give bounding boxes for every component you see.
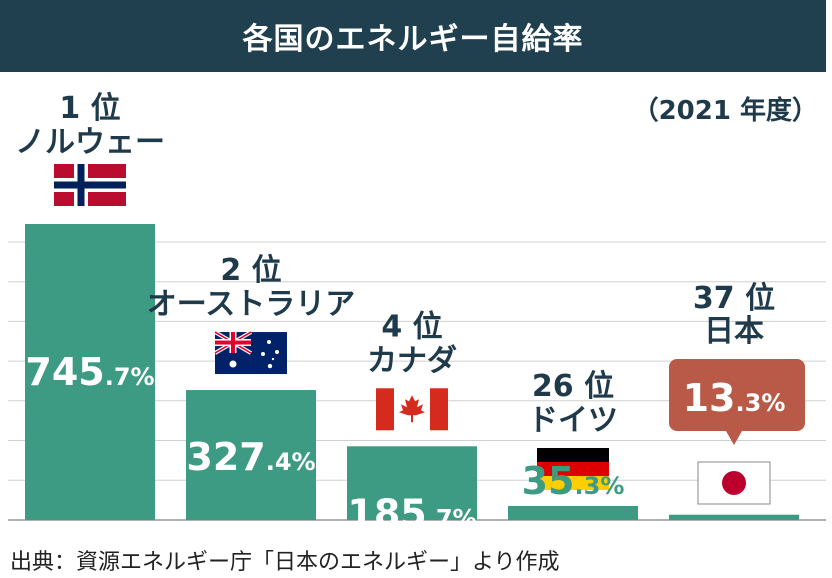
highlight-callout bbox=[669, 359, 805, 431]
year-note: （2021 年度） bbox=[632, 96, 818, 126]
rank-label: 26 位 bbox=[532, 369, 614, 404]
japan-flag bbox=[697, 461, 771, 505]
bar-1 bbox=[25, 224, 155, 520]
callout-pointer bbox=[726, 431, 742, 445]
rank-label: 1 位 bbox=[59, 91, 120, 126]
country-label: オーストラリア bbox=[147, 287, 356, 322]
rank-label: 2 位 bbox=[220, 253, 281, 288]
bar-4 bbox=[508, 505, 638, 520]
norway-flag bbox=[54, 164, 126, 206]
value-label: 185.7% bbox=[347, 491, 476, 535]
rank-label: 37 位 bbox=[693, 281, 775, 316]
canada-flag bbox=[376, 388, 448, 431]
value-label: 327.4% bbox=[186, 435, 315, 479]
country-label: ドイツ bbox=[528, 403, 618, 438]
australia-flag bbox=[213, 330, 287, 375]
chart-title: 各国のエネルギー自給率 bbox=[0, 0, 826, 72]
bar-5 bbox=[669, 514, 799, 520]
germany-flag bbox=[537, 447, 609, 490]
value-label: 35.3% bbox=[522, 459, 625, 503]
country-label: ノルウェー bbox=[15, 125, 165, 160]
rank-label: 4 位 bbox=[381, 309, 442, 344]
value-label: 745.7% bbox=[25, 350, 154, 394]
bar-3 bbox=[347, 446, 477, 520]
source-note: 出典：資源エネルギー庁「日本のエネルギー」より作成 bbox=[10, 550, 560, 575]
country-label: 日本 bbox=[704, 314, 764, 349]
value-label: 13.3% bbox=[683, 376, 786, 420]
country-label: カナダ bbox=[367, 343, 457, 378]
bar-2 bbox=[186, 390, 316, 520]
